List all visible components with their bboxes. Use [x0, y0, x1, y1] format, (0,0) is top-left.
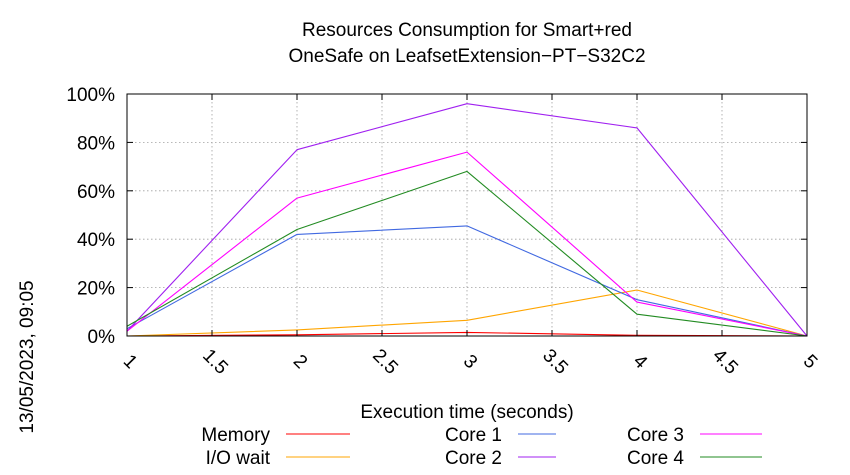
y-tick-label: 100% — [66, 85, 115, 106]
x-tick-label: 2 — [289, 351, 311, 373]
y-tick-label: 60% — [77, 182, 115, 203]
x-tick-label: 4.5 — [708, 345, 742, 379]
legend-label-core-1: Core 1 — [445, 425, 502, 446]
timestamp-side-label: 13/05/2023, 09:05 — [17, 280, 38, 433]
x-axis-label: Execution time (seconds) — [360, 402, 573, 423]
y-tick-label: 80% — [77, 133, 115, 154]
legend-label-core-2: Core 2 — [445, 448, 502, 469]
x-tick-label: 3 — [459, 351, 481, 373]
axis-ticks: 1 1.5 2 2.5 3 3.5 4 4.5 5 0% 20% 40% 60% 80% 100% — [66, 85, 821, 379]
series-lines — [126, 103, 808, 337]
y-tick-label: 0% — [88, 327, 116, 348]
x-tick-label: 1 — [119, 351, 141, 373]
y-tick-label: 20% — [77, 279, 115, 300]
chart-title-line-2: OneSafe on LeafsetExtension−PT−S32C2 — [288, 46, 645, 67]
x-tick-label: 5 — [799, 351, 821, 373]
legend-label-i-o-wait: I/O wait — [206, 448, 271, 469]
x-tick-label: 2.5 — [368, 345, 402, 379]
series-line-core-3 — [126, 151, 808, 337]
legend-label-core-3: Core 3 — [627, 425, 684, 446]
series-line-core-4 — [126, 170, 808, 337]
x-tick-label: 1.5 — [198, 345, 232, 379]
legend-label-core-4: Core 4 — [627, 448, 684, 469]
series-line-core-1 — [126, 225, 808, 337]
series-line-i-o-wait — [126, 289, 808, 337]
x-tick-label: 4 — [629, 351, 652, 374]
grid — [127, 94, 807, 336]
legend-label-memory: Memory — [201, 425, 270, 446]
x-tick-label: 3.5 — [538, 345, 572, 379]
chart-title-line-1: Resources Consumption for Smart+red — [302, 20, 632, 41]
y-tick-label: 40% — [77, 230, 115, 251]
series-line-core-2 — [126, 103, 808, 337]
